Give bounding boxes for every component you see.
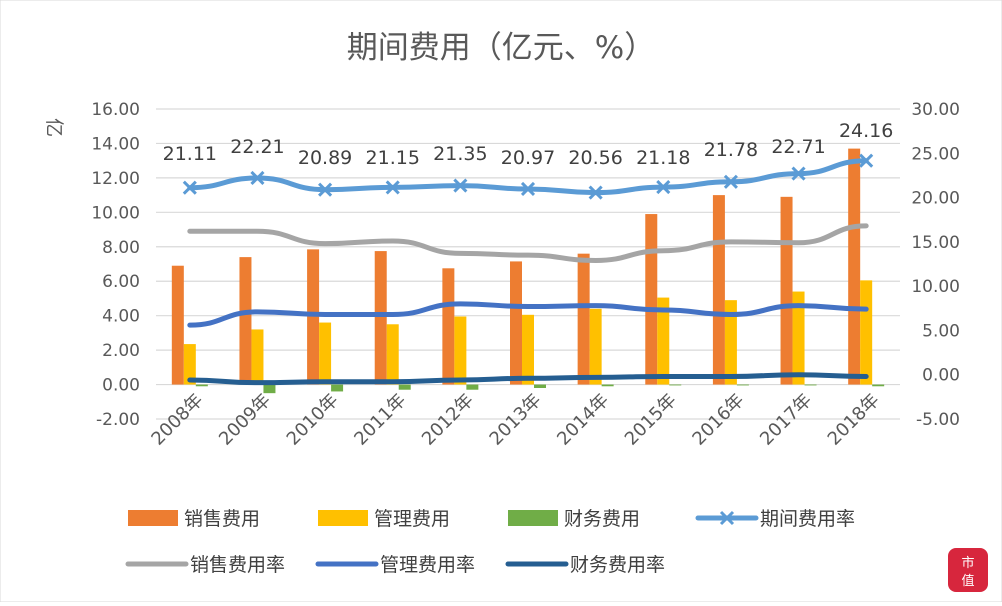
y2-tick-label: 0.00	[922, 366, 960, 386]
data-label: 24.16	[839, 120, 893, 142]
x-marker	[588, 185, 603, 200]
bar-销售费用	[780, 196, 793, 385]
bar-销售费用	[712, 195, 725, 385]
x-marker	[250, 170, 265, 186]
line-财务费用率	[187, 372, 869, 386]
legend-label: 管理费用	[374, 508, 450, 530]
x-marker	[520, 181, 536, 197]
bar-管理费用	[183, 344, 196, 385]
x-marker	[791, 166, 806, 181]
bar-管理费用	[522, 314, 534, 385]
legend-swatch	[128, 510, 178, 526]
bar-财务费用	[601, 384, 614, 387]
bar-财务费用	[736, 384, 749, 386]
bar-管理费用	[860, 280, 873, 385]
y2-tick-label: 25.00	[911, 144, 960, 164]
x-marker	[182, 180, 197, 195]
y-tick-label: 2.00	[102, 341, 140, 361]
logo: 市 值	[948, 548, 988, 592]
bar-财务费用	[669, 384, 682, 386]
legend-label: 销售费用率	[190, 554, 285, 576]
bar-财务费用	[534, 384, 546, 388]
bar-财务费用	[263, 384, 276, 394]
bar-销售费用	[442, 268, 455, 385]
y-tick-label: -2.00	[96, 410, 140, 430]
chart-title: 期间费用（亿元、%）	[347, 30, 655, 66]
bar-销售费用	[239, 257, 252, 385]
y-tick-label: 10.00	[91, 203, 140, 223]
bar-管理费用	[589, 308, 602, 385]
y-tick-label: 6.00	[102, 272, 140, 292]
bar-销售费用	[645, 214, 658, 385]
x-marker	[453, 178, 468, 193]
bar-管理费用	[386, 324, 399, 385]
x-marker	[656, 180, 671, 195]
data-label: 20.56	[568, 147, 622, 169]
legend-label: 期间费用率	[760, 508, 855, 530]
bar-财务费用	[872, 384, 885, 387]
bar-销售费用	[171, 265, 184, 385]
bar-管理费用	[657, 297, 670, 385]
legend-swatch	[508, 510, 558, 526]
line-销售费用率	[187, 223, 869, 263]
bar-财务费用	[195, 384, 208, 387]
y-axis-label: 亿	[43, 118, 65, 137]
y2-tick-label: 10.00	[911, 277, 960, 297]
bar-管理费用	[724, 300, 737, 385]
bar-销售费用	[577, 253, 590, 385]
x-marker	[859, 153, 874, 168]
y2-tick-label: 15.00	[911, 233, 960, 253]
data-label: 20.89	[298, 147, 352, 169]
y2-tick-label: 30.00	[911, 100, 960, 120]
bar-销售费用	[307, 249, 320, 385]
y2-tick-label: -5.00	[916, 410, 960, 430]
y-tick-label: 0.00	[102, 376, 140, 396]
bar-财务费用	[466, 384, 479, 390]
legend-label: 财务费用率	[570, 554, 665, 576]
bar-管理费用	[454, 316, 467, 385]
y2-tick-label: 20.00	[911, 189, 960, 209]
bar-财务费用	[331, 384, 344, 392]
y-tick-label: 16.00	[91, 100, 140, 120]
legend-swatch	[318, 510, 368, 526]
data-label: 22.21	[230, 136, 284, 158]
x-marker	[385, 180, 400, 195]
svg-text:市: 市	[961, 555, 974, 571]
bar-销售费用	[510, 261, 522, 385]
y-tick-label: 4.00	[102, 307, 140, 327]
y-tick-label: 14.00	[91, 134, 140, 154]
legend-label: 管理费用率	[380, 554, 475, 576]
bar-管理费用	[792, 291, 805, 385]
bar-管理费用	[251, 329, 264, 385]
bar-财务费用	[804, 384, 817, 386]
data-label: 21.15	[366, 147, 420, 169]
svg-text:值: 值	[961, 573, 974, 589]
y-tick-label: 8.00	[102, 238, 140, 258]
x-marker	[723, 174, 738, 189]
data-label: 21.18	[636, 147, 690, 169]
bar-销售费用	[848, 148, 861, 385]
data-label: 20.97	[501, 147, 555, 169]
data-label: 21.78	[704, 139, 758, 161]
y-tick-label: 12.00	[91, 169, 140, 189]
data-label: 21.11	[163, 143, 217, 165]
legend-label: 财务费用	[564, 508, 640, 530]
line-管理费用率	[187, 301, 869, 328]
bar-销售费用	[374, 251, 387, 385]
x-marker	[719, 510, 735, 526]
bar-财务费用	[398, 384, 411, 390]
legend-label: 销售费用	[184, 508, 260, 530]
x-marker	[318, 182, 333, 197]
data-label: 22.71	[771, 136, 825, 158]
bar-管理费用	[319, 322, 332, 385]
y2-tick-label: 5.00	[922, 321, 960, 341]
data-label: 21.35	[433, 143, 487, 165]
